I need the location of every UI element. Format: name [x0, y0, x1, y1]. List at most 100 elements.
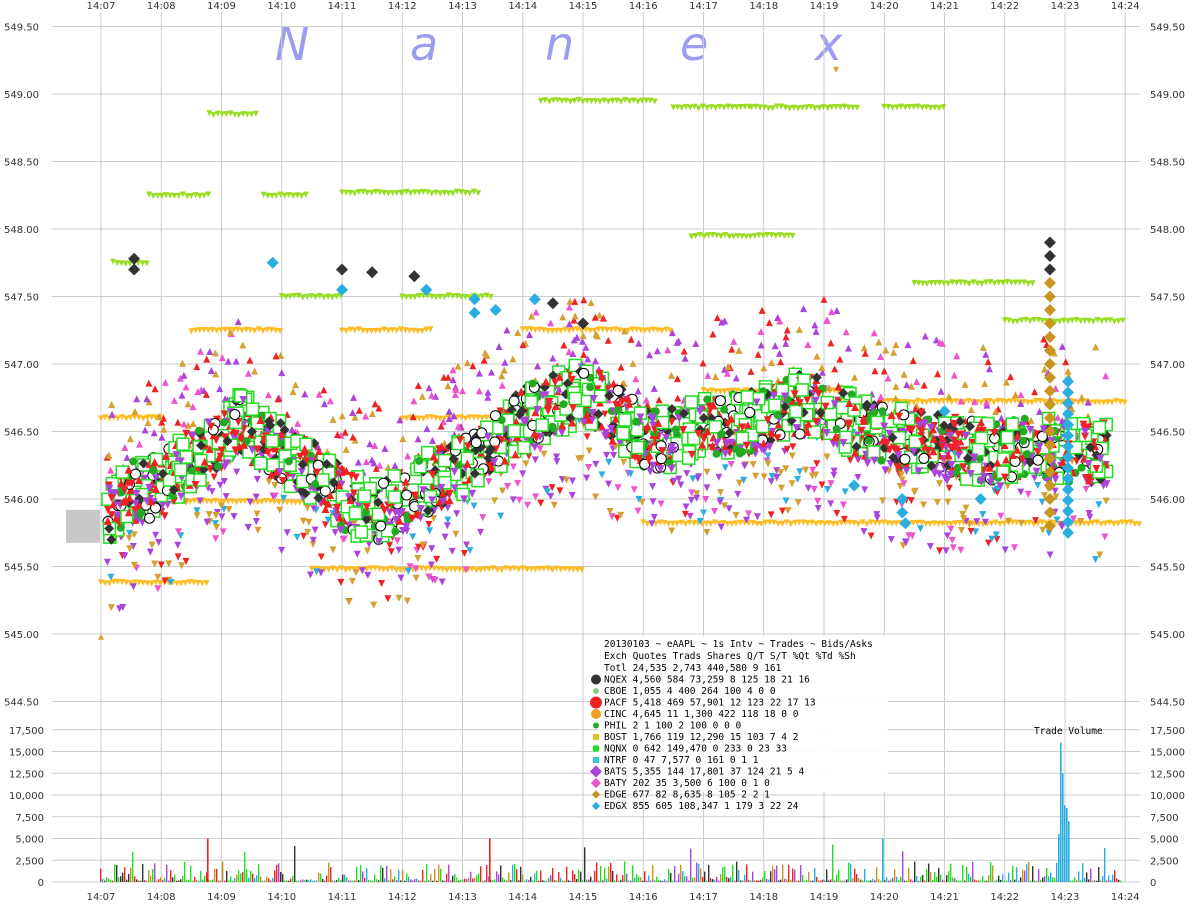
quote-triangle: [1069, 515, 1077, 523]
ask-level-mark: [783, 519, 790, 526]
ask-level-mark: [940, 280, 947, 287]
trade-circle-mark: [508, 395, 520, 407]
bats-quote-mark: [105, 484, 114, 493]
pacf-quote-mark: [630, 452, 639, 461]
ask-level-mark: [851, 520, 858, 527]
volume-bar: [146, 880, 148, 882]
volume-bar: [816, 876, 818, 882]
quote-triangle: [350, 393, 358, 401]
quote-triangle: [253, 476, 261, 484]
quote-triangle: [555, 385, 563, 393]
volume-bar: [542, 880, 544, 882]
ask-level-mark: [414, 328, 421, 335]
nqnx-trade-mark: [162, 473, 177, 487]
volume-bar: [110, 879, 112, 882]
phil-trade-mark: [717, 429, 726, 438]
pacf-quote-mark: [300, 444, 309, 453]
edgx-diamond-mark: [938, 405, 951, 418]
x-tick-label-bottom: 14:11: [328, 892, 357, 903]
quote-triangle: [528, 312, 536, 320]
bats-quote-mark: [1039, 425, 1048, 434]
quote-triangle: [688, 489, 696, 497]
volume-spike-bar: [1066, 808, 1068, 882]
bats-quote-mark: [419, 486, 428, 495]
volume-bar: [724, 866, 726, 882]
pacf-quote-mark: [429, 452, 438, 461]
bats-quote-mark: [176, 457, 185, 466]
quote-triangle: [466, 547, 474, 555]
edgx-diamond-mark: [848, 479, 861, 492]
ask-level-mark: [304, 293, 311, 300]
pacf-quote-mark: [335, 513, 344, 522]
quote-triangle: [378, 580, 386, 588]
quote-triangle: [711, 508, 719, 516]
phil-trade-mark: [403, 512, 412, 521]
quote-triangle: [329, 546, 337, 554]
edgx-stack-mark: [1062, 461, 1075, 474]
quote-triangle: [547, 492, 555, 500]
quote-triangle: [913, 377, 921, 385]
volume-tall-bar: [207, 838, 209, 882]
trade-circle-mark: [714, 395, 726, 407]
bats-quote-mark: [601, 428, 610, 437]
quote-triangle: [784, 507, 792, 515]
quote-triangle: [479, 514, 487, 522]
ask-level-mark: [98, 415, 104, 422]
pacf-quote-mark: [349, 489, 358, 498]
quote-triangle: [871, 367, 879, 375]
pacf-quote-mark: [1084, 476, 1093, 485]
bats-quote-mark: [1035, 442, 1044, 451]
quote-triangle: [596, 311, 604, 319]
pacf-quote-mark: [709, 401, 718, 410]
ask-level-mark: [372, 327, 379, 334]
pacf-quote-mark: [346, 495, 355, 504]
quote-triangle: [341, 428, 349, 436]
nqnx-trade-mark: [568, 391, 583, 406]
quote-triangle: [683, 470, 691, 478]
quote-triangle: [504, 482, 512, 490]
volume-bar: [942, 879, 944, 882]
volume-bar: [700, 868, 702, 882]
volume-bar: [912, 880, 914, 882]
ask-level-mark: [931, 520, 938, 527]
ask-level-mark: [557, 327, 564, 334]
quote-triangle: [1017, 400, 1025, 408]
volume-bar: [526, 879, 528, 882]
quote-triangle: [1032, 517, 1040, 525]
trade-circle-mark: [489, 410, 501, 422]
pacf-quote-mark: [938, 442, 947, 451]
ask-level-mark: [254, 499, 261, 506]
quote-triangle: [1006, 373, 1014, 381]
volume-bar: [330, 867, 332, 882]
quote-triangle: [962, 504, 970, 512]
ask-level-mark: [528, 326, 535, 333]
quote-triangle: [664, 346, 672, 354]
ask-level-mark: [441, 415, 448, 422]
pacf-quote-mark: [950, 442, 959, 451]
quote-triangle: [605, 480, 613, 488]
quote-triangle: [419, 541, 427, 549]
ask-level-mark: [713, 232, 720, 239]
quote-triangle: [519, 470, 527, 478]
ask-level-mark: [939, 520, 946, 527]
bats-quote-mark: [667, 443, 676, 452]
volume-bar: [886, 877, 888, 882]
quote-triangle: [1034, 481, 1042, 489]
ask-level-mark: [889, 104, 896, 111]
ask-level-mark: [119, 414, 126, 421]
pacf-quote-mark: [103, 516, 112, 525]
quote-triangle: [754, 350, 762, 358]
volume-bar: [844, 880, 846, 882]
volume-bar: [612, 871, 614, 882]
ask-level-mark: [991, 280, 998, 287]
pacf-quote-mark: [698, 440, 707, 449]
volume-bar: [432, 880, 434, 882]
quote-triangle: [709, 330, 717, 338]
quote-triangle: [1102, 497, 1110, 505]
bats-quote-mark: [131, 499, 140, 508]
ask-level-mark: [571, 97, 578, 104]
quote-marks: [66, 66, 1143, 810]
volume-bar: [408, 876, 410, 882]
